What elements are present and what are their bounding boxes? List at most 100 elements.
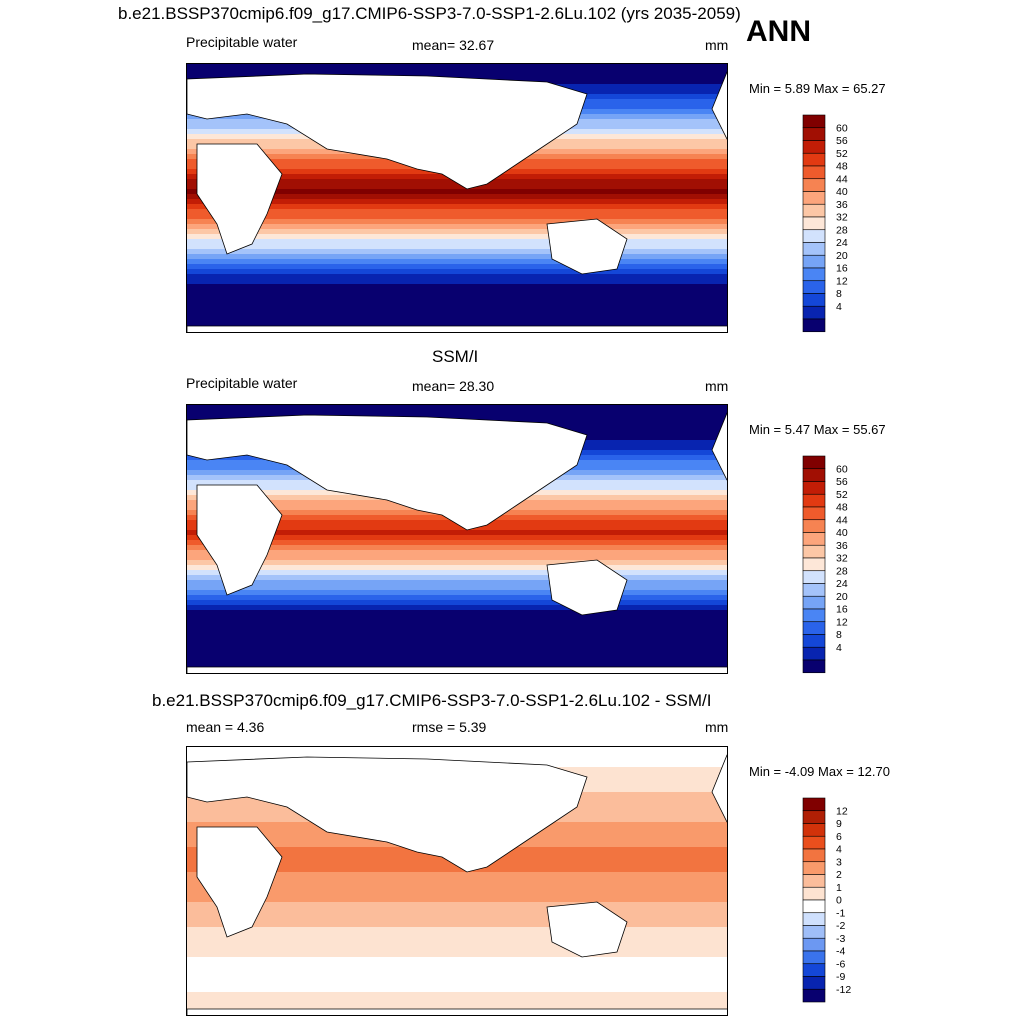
colorbar-box bbox=[802, 976, 826, 990]
field-band bbox=[187, 932, 727, 938]
colorbar-box bbox=[802, 950, 826, 965]
colorbar-box bbox=[802, 455, 826, 470]
colorbar-box bbox=[802, 318, 826, 333]
colorbar-box bbox=[802, 468, 826, 482]
panel2-colorbar: 60 56 52 48 44 40 36 32 28 24 20 16 12 8 4 bbox=[802, 455, 848, 680]
field-band bbox=[187, 69, 727, 75]
panel2-variable-label: Precipitable water bbox=[186, 375, 298, 391]
field-band bbox=[187, 660, 727, 666]
field-band bbox=[187, 977, 727, 983]
panel3-units-label: mm bbox=[705, 719, 729, 735]
field-band bbox=[187, 902, 727, 908]
field-band bbox=[187, 987, 727, 993]
colorbar-box bbox=[802, 165, 826, 180]
field-band bbox=[187, 284, 727, 290]
field-band bbox=[187, 309, 727, 315]
field-band bbox=[187, 640, 727, 646]
colorbar-tick-label: 9 bbox=[836, 818, 842, 830]
field-band bbox=[187, 229, 727, 235]
colorbar-box bbox=[802, 242, 826, 256]
field-band bbox=[187, 74, 727, 80]
field-band bbox=[187, 254, 727, 260]
panel3-title: b.e21.BSSP370cmip6.f09_g17.CMIP6-SSP3-7.… bbox=[152, 691, 712, 710]
colorbar-box bbox=[802, 127, 826, 141]
field-band bbox=[187, 590, 727, 596]
colorbar-tick-label: 12 bbox=[836, 805, 848, 817]
panel2-min-label: Min = bbox=[749, 422, 782, 437]
field-band bbox=[187, 530, 727, 536]
field-band bbox=[187, 892, 727, 898]
colorbar-tick-label: 32 bbox=[836, 212, 848, 224]
field-band bbox=[187, 204, 727, 210]
colorbar-box bbox=[802, 595, 826, 610]
field-band bbox=[187, 972, 727, 978]
field-band bbox=[187, 189, 727, 195]
field-band bbox=[187, 415, 727, 421]
colorbar-box bbox=[802, 861, 826, 875]
colorbar-box bbox=[802, 293, 826, 307]
field-band bbox=[187, 224, 727, 230]
field-band bbox=[187, 184, 727, 190]
colorbar-box bbox=[802, 203, 826, 218]
panel2-title: SSM/I bbox=[432, 347, 479, 366]
colorbar-box bbox=[802, 152, 826, 167]
field-band bbox=[187, 595, 727, 601]
field-band bbox=[187, 867, 727, 873]
field-band bbox=[187, 952, 727, 958]
colorbar-box bbox=[802, 848, 826, 863]
coastline bbox=[187, 325, 727, 332]
field-band bbox=[187, 757, 727, 763]
field-band bbox=[187, 912, 727, 918]
colorbar-tick-label: 12 bbox=[836, 616, 848, 628]
colorbar-box bbox=[802, 254, 826, 269]
coastline bbox=[187, 73, 588, 190]
panel3-mean-label: mean = 4.36 bbox=[186, 719, 265, 735]
field-band bbox=[187, 877, 727, 883]
field-band bbox=[187, 752, 727, 758]
colorbar-tick-label: 60 bbox=[836, 463, 848, 475]
colorbar-tick-label: 4 bbox=[836, 844, 842, 856]
field-band bbox=[187, 319, 727, 325]
field-band bbox=[187, 942, 727, 948]
field-band bbox=[187, 917, 727, 923]
colorbar-tick-label: -9 bbox=[836, 971, 845, 983]
colorbar-tick-label: -4 bbox=[836, 946, 845, 958]
field-band bbox=[187, 410, 727, 416]
field-band bbox=[187, 645, 727, 651]
coastline bbox=[187, 414, 588, 531]
coastline bbox=[187, 756, 588, 873]
colorbar-tick-label: 16 bbox=[836, 604, 848, 616]
panel3-rmse-label: rmse = 5.39 bbox=[412, 719, 487, 735]
field-band bbox=[187, 922, 727, 928]
colorbar-box bbox=[802, 191, 826, 205]
coastline bbox=[196, 143, 283, 255]
field-band bbox=[187, 747, 727, 753]
coastline bbox=[546, 218, 628, 275]
colorbar-box bbox=[802, 810, 826, 824]
colorbar-tick-label: -1 bbox=[836, 907, 845, 919]
colorbar-box bbox=[802, 874, 826, 888]
coastline bbox=[546, 901, 628, 958]
panel1-min-label: Min = bbox=[749, 81, 782, 96]
map-svg bbox=[187, 64, 727, 332]
colorbar-tick-label: 20 bbox=[836, 591, 848, 603]
panel3-min-value: -4.09 bbox=[784, 764, 815, 779]
colorbar-box bbox=[802, 557, 826, 572]
field-band bbox=[187, 214, 727, 220]
panel1-min-value: 5.89 bbox=[784, 81, 811, 96]
colorbar-tick-label: 6 bbox=[836, 831, 842, 843]
colorbar-box bbox=[802, 519, 826, 533]
colorbar-box bbox=[802, 646, 826, 661]
field-band bbox=[187, 650, 727, 656]
colorbar-box bbox=[802, 835, 826, 850]
panel2-mean-label: mean= 28.30 bbox=[412, 378, 495, 394]
field-band bbox=[187, 957, 727, 963]
field-band bbox=[187, 947, 727, 953]
field-band bbox=[187, 625, 727, 631]
map-svg bbox=[187, 405, 727, 673]
colorbar-tick-label: 48 bbox=[836, 502, 848, 514]
colorbar-tick-label: 32 bbox=[836, 553, 848, 565]
colorbar-box bbox=[802, 899, 826, 914]
